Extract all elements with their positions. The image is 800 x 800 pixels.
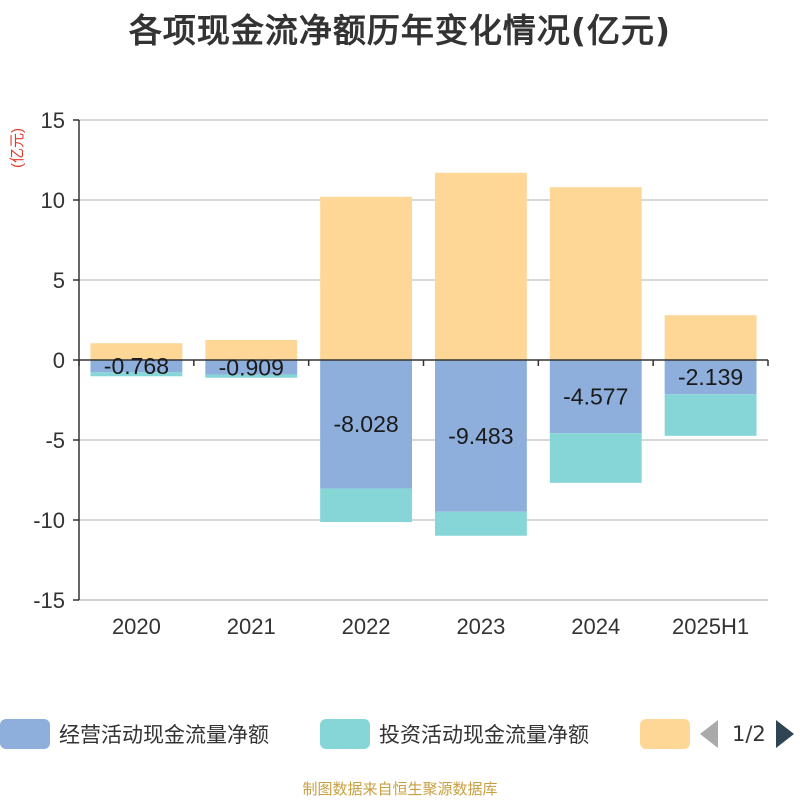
labels: 15 10 5 0 -5 -10 -15 2020 2021 2022 2023 2024 2025H1… bbox=[33, 108, 749, 639]
x-tick-label: 2022 bbox=[342, 614, 391, 639]
data-label: -0.909 bbox=[219, 354, 284, 380]
legend-pager: 1/2 bbox=[700, 716, 794, 752]
data-label: -2.139 bbox=[678, 364, 743, 390]
grid-lines bbox=[79, 119, 768, 601]
legend-item-investing[interactable]: 投资活动现金流量净额 bbox=[320, 716, 589, 752]
x-tick-label: 2024 bbox=[571, 614, 620, 639]
y-axis-unit-label: (亿元) bbox=[9, 128, 26, 168]
bars bbox=[90, 172, 757, 536]
y-tick-label: -5 bbox=[45, 428, 65, 453]
bar-third-2021[interactable] bbox=[205, 340, 298, 360]
y-tick-label: -10 bbox=[33, 508, 65, 533]
legend-prev-arrow-icon[interactable] bbox=[700, 720, 718, 748]
y-tick-label: 15 bbox=[41, 108, 65, 133]
legend-item-operating[interactable]: 经营活动现金流量净额 bbox=[0, 716, 269, 752]
data-label: -4.577 bbox=[563, 384, 628, 410]
legend-next-arrow-icon[interactable] bbox=[775, 720, 794, 748]
legend-label-investing: 投资活动现金流量净额 bbox=[379, 723, 589, 747]
bar-third-2020[interactable] bbox=[90, 343, 183, 360]
bar-operating-2025H1[interactable] bbox=[664, 360, 757, 395]
y-tick-label: -15 bbox=[33, 588, 65, 613]
bar-operating-2021[interactable] bbox=[205, 360, 298, 375]
bar-operating-2024[interactable] bbox=[549, 360, 642, 434]
data-label: -9.483 bbox=[448, 423, 513, 449]
bar-operating-2020[interactable] bbox=[90, 360, 183, 373]
chart-title: 各项现金流净额历年变化情况(亿元) bbox=[128, 11, 672, 50]
bar-third-2023[interactable] bbox=[434, 172, 527, 360]
bar-chart: 15 10 5 0 -5 -10 -15 2020 2021 2022 2023 2024 2025H1… bbox=[9, 108, 769, 639]
legend-label-operating: 经营活动现金流量净额 bbox=[59, 723, 269, 747]
data-label: -0.768 bbox=[104, 353, 169, 379]
bar-third-2025H1[interactable] bbox=[664, 315, 757, 360]
legend-page-indicator: 1/2 bbox=[732, 722, 766, 746]
axes bbox=[73, 119, 769, 601]
x-tick-label: 2021 bbox=[227, 614, 276, 639]
bar-operating-2022[interactable] bbox=[320, 360, 413, 489]
y-tick-label: 0 bbox=[53, 348, 65, 373]
legend-swatch-operating bbox=[0, 719, 50, 749]
bar-investing-2025H1[interactable] bbox=[664, 394, 757, 436]
x-tick-label: 2023 bbox=[456, 614, 505, 639]
bar-investing-2022[interactable] bbox=[320, 488, 413, 523]
y-tick-label: 10 bbox=[41, 188, 65, 213]
data-label: -8.028 bbox=[333, 411, 398, 437]
legend-item-third[interactable] bbox=[640, 716, 690, 752]
legend: 经营活动现金流量净额 投资活动现金流量净额 1/2 bbox=[0, 716, 800, 756]
legend-swatch-investing bbox=[320, 719, 370, 749]
y-tick-label: 5 bbox=[53, 268, 65, 293]
bar-investing-2020[interactable] bbox=[90, 372, 183, 377]
bar-third-2022[interactable] bbox=[320, 196, 413, 360]
legend-swatch-third bbox=[640, 719, 690, 749]
bar-operating-2023[interactable] bbox=[434, 360, 527, 512]
bar-third-2024[interactable] bbox=[549, 187, 642, 360]
bar-investing-2024[interactable] bbox=[549, 433, 642, 483]
bar-investing-2023[interactable] bbox=[434, 511, 527, 536]
x-tick-label: 2025H1 bbox=[672, 614, 749, 639]
x-tick-label: 2020 bbox=[112, 614, 161, 639]
source-note: 制图数据来自恒生聚源数据库 bbox=[302, 780, 498, 798]
bar-investing-2021[interactable] bbox=[205, 374, 298, 378]
